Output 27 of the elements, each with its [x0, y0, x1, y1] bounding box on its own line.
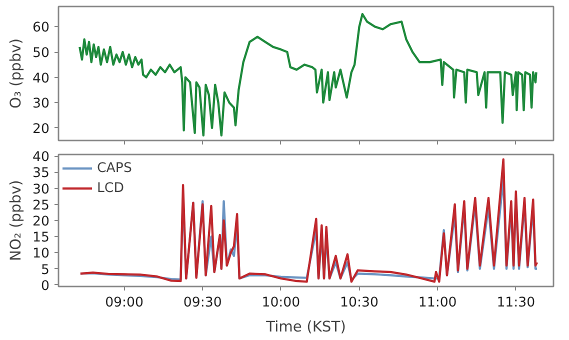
- y-tick-label: 15: [32, 230, 50, 246]
- y-tick-label: 40: [32, 150, 50, 166]
- y-tick-label: 0: [41, 278, 50, 294]
- y-tick-label: 20: [32, 122, 50, 137]
- x-tick-label: 10:00: [262, 296, 300, 310]
- line-series: [79, 158, 538, 283]
- x-tick-label: 09:00: [105, 296, 144, 310]
- x-axis-title: Time (KST): [265, 318, 346, 336]
- y-tick-label: 10: [32, 246, 50, 262]
- y-tick-label: 30: [32, 96, 50, 112]
- y-tick-label: 40: [32, 71, 50, 86]
- legend-label: CAPS: [97, 160, 132, 176]
- y-tick-label: 20: [32, 214, 50, 230]
- legend-label: LCD: [97, 180, 124, 196]
- x-tick-label: 11:30: [496, 296, 536, 310]
- y-tick-label: 5: [41, 262, 50, 278]
- y-tick-label: 30: [32, 182, 50, 198]
- x-tick-label: 09:30: [183, 296, 222, 310]
- y-tick-label: 50: [32, 46, 50, 62]
- y-tick-label: 60: [32, 20, 50, 36]
- y-axis-title: NO₂ (ppbv): [8, 180, 25, 262]
- x-tick-label: 11:00: [418, 296, 457, 310]
- x-tick-label: 10:30: [340, 296, 378, 310]
- y-tick-label: 25: [32, 198, 50, 214]
- line-series: [78, 12, 538, 137]
- y-tick-label: 35: [32, 166, 50, 182]
- y-axis-title: O₃ (ppbv): [8, 38, 25, 109]
